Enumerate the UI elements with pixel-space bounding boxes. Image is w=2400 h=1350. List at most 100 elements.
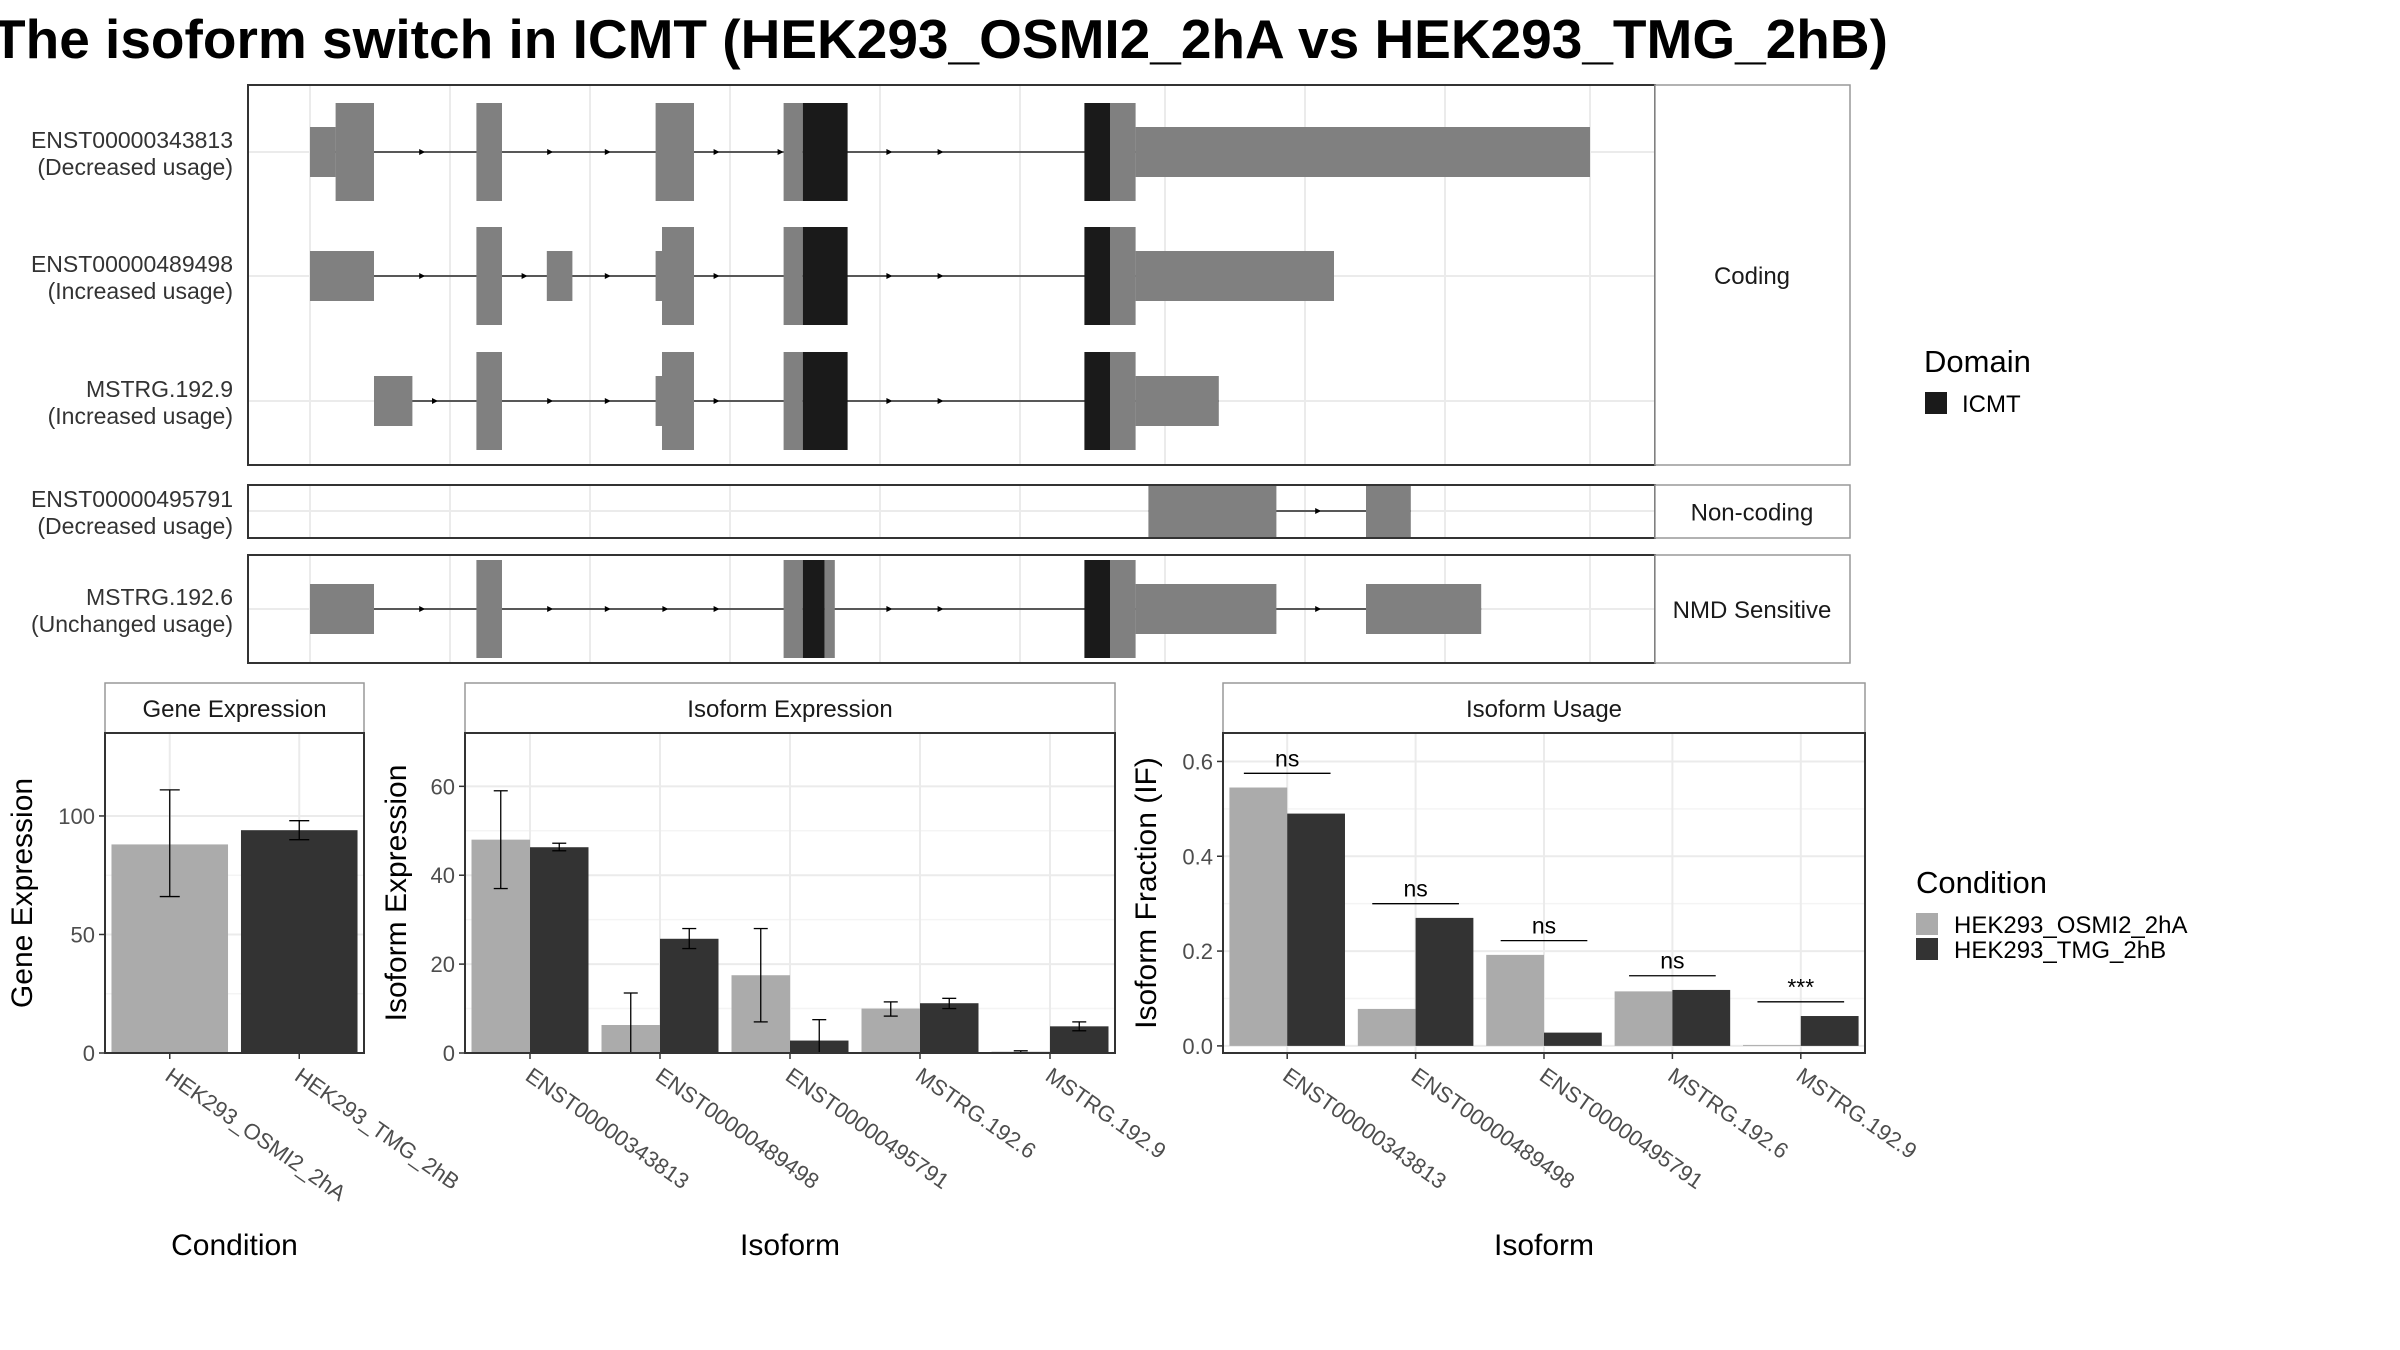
panel-title: Isoform Expression (687, 696, 892, 723)
legend-label: ICMT (1962, 391, 2021, 418)
isoform-expression-chart: Isoform ExpressionENST00000343813ENST000… (380, 682, 1171, 1262)
direction-arrow (419, 606, 426, 612)
bar (1357, 1008, 1416, 1046)
transcript-id: MSTRG.192.9 (86, 376, 233, 402)
bar (1229, 787, 1288, 1046)
direction-arrow (713, 273, 720, 279)
legend-label: HEK293_TMG_2hB (1954, 937, 2166, 964)
domain-segment (1084, 227, 1110, 325)
legend-swatch (1916, 913, 1938, 935)
plot-border (464, 732, 1116, 1054)
facet-label: Coding (1714, 263, 1790, 290)
transcript-usage-status: (Unchanged usage) (31, 611, 233, 637)
exon-block (476, 227, 502, 325)
transcript-id: ENST00000343813 (31, 127, 233, 153)
direction-arrow (777, 149, 784, 155)
direction-arrow (604, 149, 611, 155)
x-axis-title: Isoform (740, 1229, 840, 1262)
exon-block (655, 251, 662, 301)
direction-arrow (604, 606, 611, 612)
direction-arrow (713, 149, 720, 155)
isoform-usage-chart: Isoform UsagensENST00000343813nsENST0000… (1130, 682, 1921, 1262)
exon-block (546, 251, 573, 301)
domain-segment (802, 560, 825, 658)
panel-strip (1222, 682, 1866, 734)
bar (530, 847, 589, 1053)
transcript-id: MSTRG.192.6 (86, 584, 233, 610)
direction-arrow (1315, 606, 1322, 612)
transcript-id: ENST00000495791 (31, 486, 233, 512)
y-tick-label: 0.2 (1182, 939, 1213, 964)
y-tick-label: 0.4 (1182, 844, 1213, 869)
exon-block (476, 560, 502, 658)
exon-block (783, 560, 803, 658)
exon-block (1110, 560, 1136, 658)
exon-block (1366, 584, 1482, 634)
transcript-usage-status: (Increased usage) (48, 403, 233, 429)
bar (1743, 1044, 1801, 1046)
transcript-usage-status: (Decreased usage) (37, 154, 233, 180)
bar (240, 830, 358, 1053)
significance-label: ns (1403, 876, 1427, 902)
direction-arrow (604, 398, 611, 404)
exon-block (655, 376, 662, 426)
exon-block (824, 560, 835, 658)
exon-block (310, 584, 374, 634)
exon-block (335, 103, 374, 201)
exon-block (1110, 103, 1136, 201)
significance-label: ns (1275, 745, 1299, 771)
direction-arrow (547, 398, 554, 404)
exon-block (1110, 227, 1136, 325)
bar (920, 1003, 979, 1053)
exon-block (1110, 352, 1136, 450)
direction-arrow (547, 606, 554, 612)
exon-block (783, 352, 803, 450)
bar (1415, 917, 1474, 1046)
panel-title: Isoform Usage (1466, 696, 1622, 723)
facet-strip (1654, 554, 1851, 664)
bar (1800, 1016, 1859, 1046)
direction-arrow (419, 149, 426, 155)
panel-strip (464, 682, 1116, 734)
exon-block (1135, 376, 1219, 426)
direction-arrow (937, 273, 944, 279)
direction-arrow (713, 606, 720, 612)
y-tick-label: 0 (443, 1041, 455, 1066)
domain-segment (802, 227, 848, 325)
exon-block (1135, 127, 1590, 177)
direction-arrow (937, 149, 944, 155)
transcript-structure-panel: ENST00000343813(Decreased usage)ENST0000… (31, 84, 1851, 664)
exon-block (1148, 484, 1277, 538)
y-tick-label: 50 (71, 922, 95, 947)
x-tick-label: MSTRG.192.6 (911, 1063, 1041, 1164)
significance-label: *** (1787, 974, 1814, 1000)
bar (1672, 989, 1731, 1046)
domain-segment (802, 352, 848, 450)
direction-arrow (432, 398, 438, 404)
y-axis-title: Isoform Fraction (IF) (1130, 757, 1163, 1029)
y-tick-label: 60 (431, 774, 455, 799)
exon-block (662, 352, 694, 450)
y-tick-label: 0.0 (1182, 1034, 1213, 1059)
legend-title: Domain (1924, 344, 2031, 379)
legend-swatch (1925, 392, 1947, 414)
direction-arrow (886, 273, 893, 279)
exon-block (783, 103, 803, 201)
direction-arrow (886, 398, 893, 404)
y-tick-label: 0.6 (1182, 749, 1213, 774)
bar (1287, 813, 1345, 1046)
transcript-usage-status: (Decreased usage) (37, 513, 233, 539)
bar (1486, 954, 1544, 1046)
direction-arrow (886, 149, 893, 155)
exon-block (310, 251, 374, 301)
direction-arrow (547, 149, 554, 155)
exon-block (1135, 584, 1277, 634)
exon-block (374, 376, 413, 426)
x-tick-label: MSTRG.192.6 (1664, 1063, 1794, 1164)
y-tick-label: 40 (431, 863, 455, 888)
transcript-usage-status: (Increased usage) (48, 278, 233, 304)
direction-arrow (937, 606, 944, 612)
direction-arrow (521, 273, 528, 279)
